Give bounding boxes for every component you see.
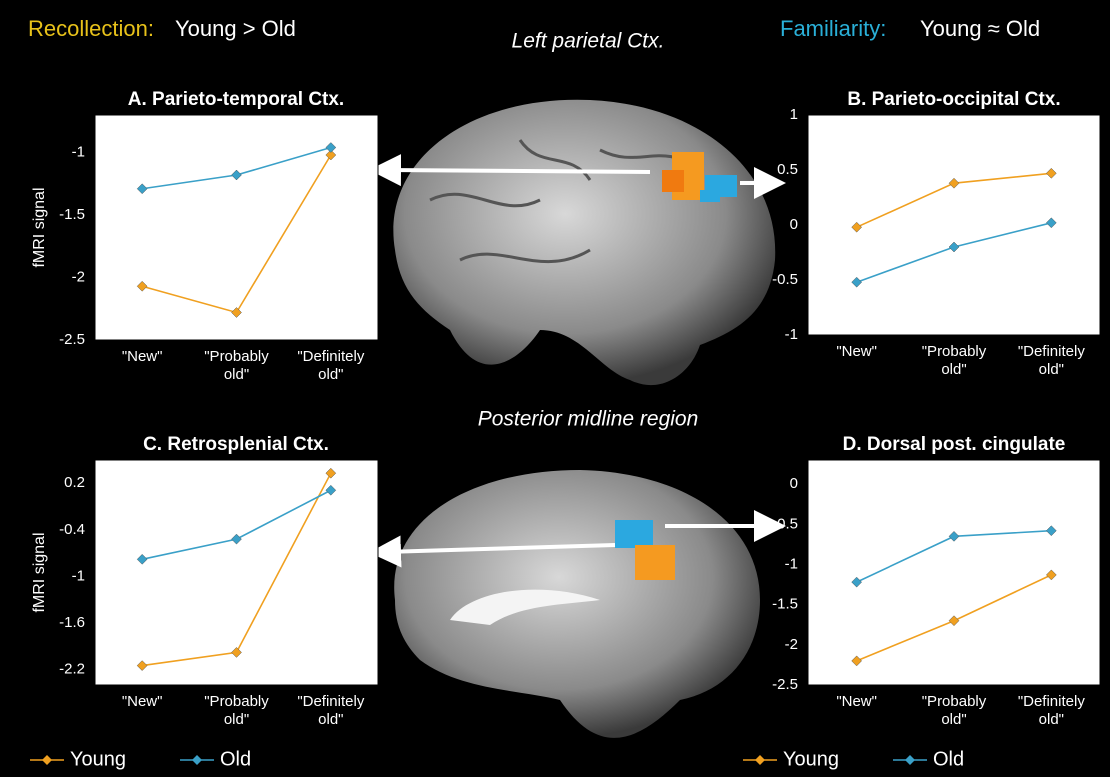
familiarity-label: Familiarity: bbox=[780, 16, 886, 41]
legend-marker bbox=[755, 755, 765, 765]
legend-label: Young bbox=[70, 748, 126, 770]
x-tick-label: "Probably old" bbox=[195, 348, 279, 384]
x-tick-label: "Probably old" bbox=[912, 343, 996, 385]
legend-marker bbox=[42, 755, 52, 765]
y-tick-label: -0.4 bbox=[59, 521, 85, 538]
legend-label: Young bbox=[783, 748, 839, 770]
x-tick-label: "New" bbox=[815, 343, 899, 361]
x-tick-label: "New" bbox=[100, 693, 184, 735]
x-tick-label: "New" bbox=[815, 693, 899, 735]
x-tick-label: "Definitely old" bbox=[1009, 693, 1093, 729]
x-tick-label: "New" bbox=[815, 343, 899, 385]
y-tick-label: -2.2 bbox=[59, 660, 85, 677]
x-tick-label: "Definitely old" bbox=[289, 693, 373, 735]
familiarity-desc: Young ≈ Old bbox=[920, 16, 1040, 41]
legend-label: Old bbox=[933, 748, 964, 770]
y-tick-label: 0 bbox=[790, 216, 798, 233]
recollection-desc: Young > Old bbox=[175, 16, 296, 41]
y-axis-label: fMRI signal bbox=[31, 187, 48, 267]
chart-title: B. Parieto-occipital Ctx. bbox=[847, 89, 1060, 110]
legend-label: Old bbox=[220, 748, 251, 770]
x-tick-label: "Definitely old" bbox=[289, 348, 373, 384]
x-tick-label: "Definitely old" bbox=[289, 693, 373, 729]
legend-marker bbox=[192, 755, 202, 765]
plot-area bbox=[808, 115, 1100, 335]
y-tick-label: 1 bbox=[790, 106, 798, 123]
y-tick-label: -1.5 bbox=[59, 206, 85, 223]
chart-title: A. Parieto-temporal Ctx. bbox=[128, 89, 344, 110]
y-tick-label: 0.2 bbox=[64, 474, 85, 491]
y-tick-label: 0 bbox=[790, 475, 798, 492]
recollection-label: Recollection: bbox=[28, 16, 154, 41]
plot-area bbox=[808, 460, 1100, 685]
y-tick-label: -2.5 bbox=[59, 331, 85, 348]
y-tick-label: -0.5 bbox=[772, 515, 798, 532]
y-tick-label: 0.5 bbox=[777, 161, 798, 178]
y-tick-label: -1.6 bbox=[59, 614, 85, 631]
x-tick-label: "Definitely old" bbox=[289, 348, 373, 390]
x-tick-label: "Probably old" bbox=[195, 693, 279, 729]
x-tick-label: "Probably old" bbox=[912, 693, 996, 735]
x-tick-label: "New" bbox=[815, 693, 899, 711]
x-tick-label: "Probably old" bbox=[195, 693, 279, 735]
y-axis-label: fMRI signal bbox=[31, 532, 48, 612]
x-tick-label: "New" bbox=[100, 348, 184, 390]
y-tick-label: -1 bbox=[785, 326, 798, 343]
y-tick-label: -1 bbox=[785, 555, 798, 572]
x-tick-label: "New" bbox=[100, 693, 184, 711]
chart-title: C. Retrosplenial Ctx. bbox=[143, 434, 329, 455]
y-tick-label: -1 bbox=[72, 143, 85, 160]
legend-marker bbox=[905, 755, 915, 765]
y-tick-label: -0.5 bbox=[772, 271, 798, 288]
lateral-brain bbox=[385, 100, 775, 385]
x-tick-label: "Probably old" bbox=[912, 693, 996, 729]
y-tick-label: -2.5 bbox=[772, 676, 798, 693]
chart-title: D. Dorsal post. cingulate bbox=[843, 434, 1066, 455]
x-tick-label: "Probably old" bbox=[195, 348, 279, 390]
y-tick-label: -1.5 bbox=[772, 596, 798, 613]
y-tick-label: -2 bbox=[72, 268, 85, 285]
x-tick-label: "Definitely old" bbox=[1009, 343, 1093, 379]
x-tick-label: "Definitely old" bbox=[1009, 693, 1093, 735]
midline-brain bbox=[385, 470, 770, 738]
figure: Recollection: Young > Old Familiarity: Y… bbox=[0, 0, 1110, 777]
region-label: Left parietal Ctx. bbox=[512, 30, 665, 53]
x-tick-label: "Definitely old" bbox=[1009, 343, 1093, 385]
y-tick-label: -1 bbox=[72, 567, 85, 584]
region-label: Posterior midline region bbox=[478, 408, 699, 431]
plot-area bbox=[95, 115, 378, 340]
x-tick-label: "Probably old" bbox=[912, 343, 996, 379]
y-tick-label: -2 bbox=[785, 636, 798, 653]
x-tick-label: "New" bbox=[100, 348, 184, 366]
